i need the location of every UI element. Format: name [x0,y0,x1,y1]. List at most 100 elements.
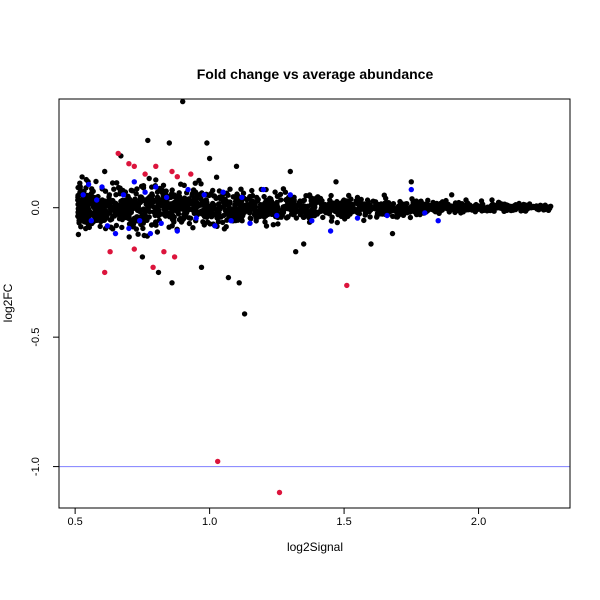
point [248,203,254,210]
point [133,191,139,197]
point [211,211,217,218]
point [257,202,264,208]
point [103,212,110,218]
x-tick-label: 2.0 [471,516,486,528]
point [208,208,214,214]
point [354,194,361,201]
point-red [171,254,178,260]
point [189,192,195,198]
point [275,221,281,227]
point [93,211,100,217]
point [379,211,385,217]
point [89,196,95,202]
point [169,212,176,218]
point [367,214,373,220]
point [429,202,435,208]
point [109,180,116,186]
point-blue [88,218,95,224]
y-tick-label: -1.0 [30,457,42,476]
point [147,194,153,200]
point [199,202,205,208]
point-black [155,269,162,276]
point-black [449,192,455,198]
point [186,220,193,227]
point [341,208,347,215]
point [306,209,313,215]
point [478,198,485,204]
point [237,215,243,221]
point-red [115,150,121,157]
point [215,206,221,212]
point-blue [354,215,361,221]
series-black [75,98,554,317]
point-red [107,249,113,255]
point [97,223,103,230]
point [218,214,224,220]
point [206,192,212,199]
point [327,197,333,203]
point-blue [193,215,199,221]
point [159,187,166,194]
point [135,231,141,237]
point-blue [408,186,414,193]
point [303,193,309,199]
point-blue [309,218,315,224]
point-blue [120,192,127,198]
point [246,208,253,215]
chart-title: Fold change vs average abundance [197,66,434,82]
point-blue [327,228,334,234]
point-black [236,280,242,286]
point [98,206,104,212]
point [93,178,99,185]
point-black [545,207,552,213]
point-red [169,168,175,175]
point [79,174,85,180]
point [298,207,304,213]
point [414,199,420,205]
point [146,175,152,182]
point [283,215,290,221]
point [102,188,109,194]
point [200,219,206,225]
point-blue [112,230,119,237]
plot-points [75,98,554,496]
point [232,202,238,208]
point-blue [287,192,293,198]
point [327,208,333,215]
point [484,208,490,214]
point [268,206,274,213]
point [94,217,100,223]
point [79,201,86,207]
point [202,199,209,206]
point [209,203,215,210]
point [176,203,182,209]
point [247,215,253,221]
point [362,211,369,217]
point [230,194,236,200]
point [169,208,175,214]
series-red [102,150,350,496]
point [190,225,196,231]
point [465,201,471,207]
point [342,204,348,210]
point [207,221,213,227]
point [115,184,122,191]
point [78,224,84,230]
point [458,204,464,210]
point [122,197,128,203]
point [138,194,144,200]
point [397,200,404,206]
point-blue [201,192,207,198]
point-black [301,241,307,247]
point-blue [220,189,226,195]
point-blue [131,179,137,185]
point-black [166,140,172,146]
point [133,226,140,232]
point [252,203,259,210]
point [156,196,162,202]
point [76,207,82,213]
point-blue [94,197,100,203]
point [115,211,122,218]
